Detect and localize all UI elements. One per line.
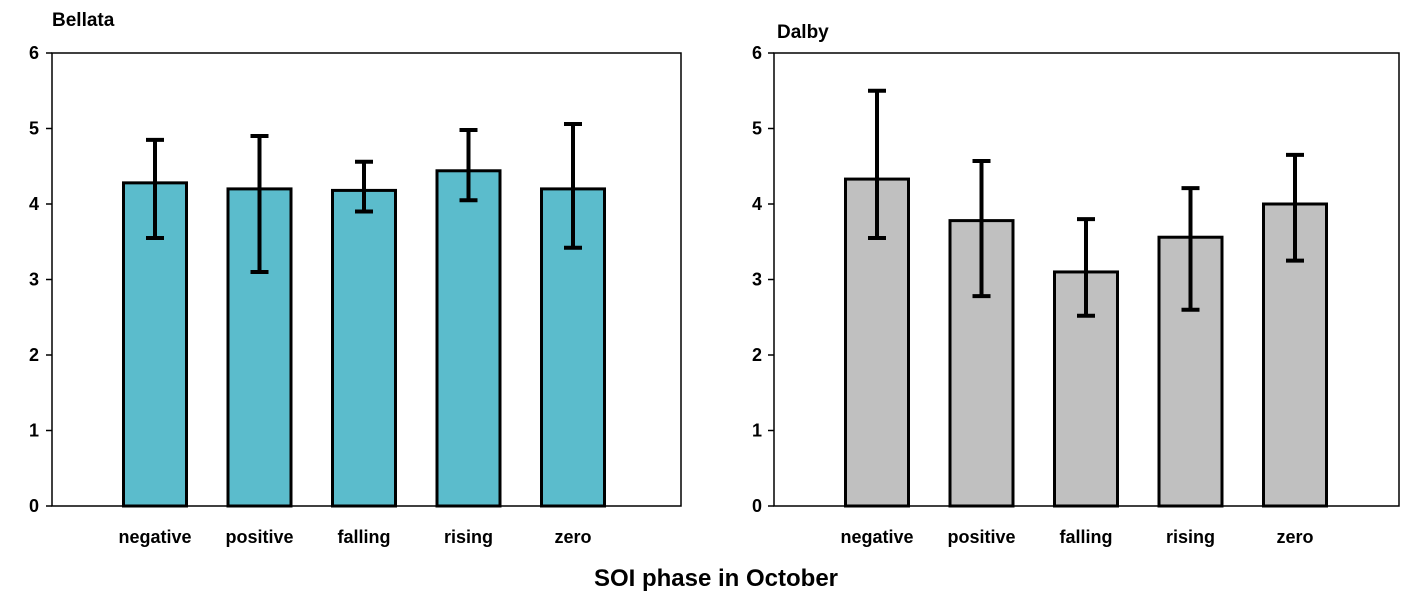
bellata-error-bar-positive [250, 134, 269, 274]
dalby-y-tick-label: 2 [752, 345, 762, 365]
bellata-y-tick-label: 1 [29, 421, 39, 441]
bellata-error-bar-zero [564, 121, 582, 250]
bellata-bar-rising [435, 169, 502, 508]
dalby-chart-title: Dalby [777, 22, 829, 43]
shared-x-axis-label: SOI phase in October [594, 565, 838, 591]
bellata-chart-panel: Bellata 0 1 2 3 4 5 6 negative positive falling ri… [29, 10, 682, 547]
dalby-y-tick-label: 5 [752, 119, 762, 139]
dalby-error-bar-rising [1181, 186, 1200, 312]
dalby-y-tick-label: 3 [752, 270, 762, 290]
bellata-error-bar-rising [459, 128, 478, 203]
bellata-chart-title: Bellata [52, 10, 115, 31]
bellata-bar-positive [226, 187, 293, 508]
dalby-category-label: zero [1276, 527, 1313, 547]
bellata-y-tick-label: 6 [29, 43, 39, 63]
bellata-y-tick-label: 5 [29, 119, 39, 139]
bellata-bar-falling [331, 188, 397, 508]
bellata-y-tick-label: 2 [29, 345, 39, 365]
bellata-error-bar-falling [355, 159, 373, 214]
dalby-y-tick-label: 0 [752, 496, 762, 516]
bellata-category-label: positive [225, 527, 293, 547]
dalby-y-tick-label: 6 [752, 43, 762, 63]
dalby-category-label: rising [1166, 527, 1215, 547]
bellata-error-bar-negative [146, 137, 164, 240]
dalby-error-bar-positive [972, 158, 991, 299]
bellata-category-label: negative [118, 527, 191, 547]
dalby-category-label: falling [1060, 527, 1113, 547]
bellata-category-label: zero [554, 527, 591, 547]
bellata-y-tick-label: 3 [29, 270, 39, 290]
bellata-category-label: falling [338, 527, 391, 547]
dalby-y-tick-label: 1 [752, 421, 762, 441]
dalby-y-tick-label: 4 [752, 194, 762, 214]
dalby-category-label: negative [840, 527, 913, 547]
dalby-category-label: positive [947, 527, 1015, 547]
dalby-error-bar-negative [868, 88, 886, 240]
dalby-error-bar-zero [1286, 152, 1304, 263]
dalby-error-bar-falling [1077, 217, 1095, 318]
bellata-category-label: rising [444, 527, 493, 547]
bellata-y-tick-label: 0 [29, 496, 39, 516]
bellata-y-tick-label: 4 [29, 194, 39, 214]
dalby-chart-panel: Dalby 0 1 2 3 4 5 6 negative positive falling risi… [752, 22, 1400, 547]
